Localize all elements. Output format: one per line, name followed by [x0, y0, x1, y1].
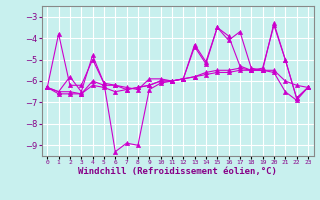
X-axis label: Windchill (Refroidissement éolien,°C): Windchill (Refroidissement éolien,°C) — [78, 167, 277, 176]
